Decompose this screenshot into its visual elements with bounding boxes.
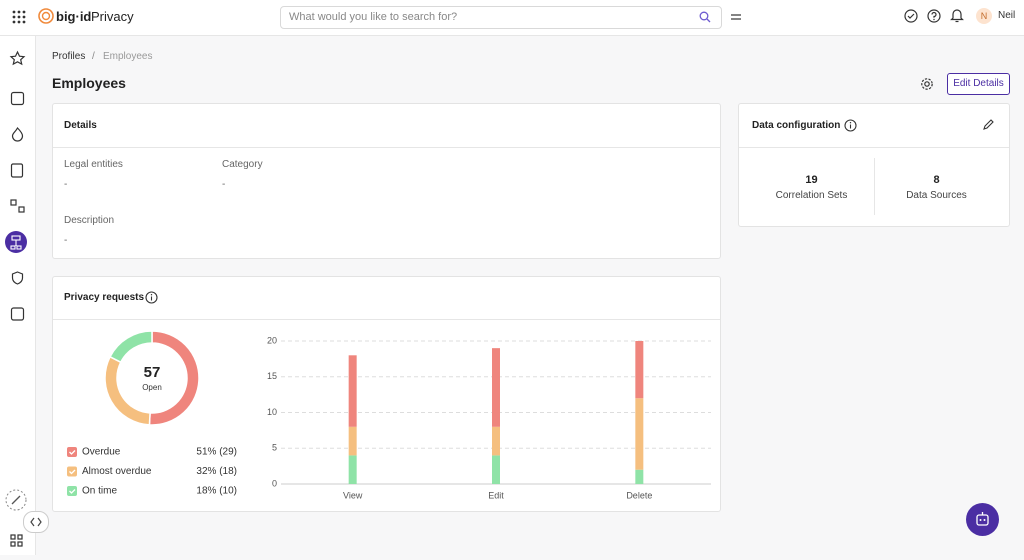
field-value: - [222, 179, 226, 190]
y-tick-label: 5 [272, 443, 277, 453]
config-label: Data Sources [906, 190, 967, 201]
user-initial: N [980, 11, 988, 21]
field-label: Legal entities [64, 159, 123, 170]
apps-icon[interactable] [12, 10, 26, 24]
bar-segment [348, 426, 357, 456]
card-header: Details [53, 104, 720, 148]
nav-reports[interactable] [10, 163, 24, 178]
page-title: Employees [52, 75, 126, 91]
bar-segment [348, 355, 357, 427]
user-name[interactable]: Neil [998, 10, 1016, 21]
legend-swatch [67, 486, 77, 496]
field-value: - [64, 235, 68, 246]
notifications-icon[interactable] [950, 8, 964, 23]
y-tick-label: 20 [267, 335, 277, 345]
field-label: Category [222, 159, 263, 170]
x-tick-label: View [343, 490, 363, 500]
nav-catalog[interactable] [10, 199, 17, 206]
legend-swatch [67, 447, 77, 457]
nav-privacy[interactable] [11, 271, 24, 285]
privacy-requests-card: Privacy requests Overdue 51% (29) Almost o… [52, 276, 721, 512]
info-icon[interactable] [145, 291, 158, 304]
config-value: 19 [805, 174, 818, 186]
app-name: Privacy [91, 9, 134, 24]
y-tick-label: 15 [267, 371, 277, 381]
edit-details-label: Edit Details [953, 78, 1004, 89]
search-box[interactable]: What would you like to search for? [280, 6, 722, 29]
bar-segment [635, 398, 644, 470]
nav-catalog-part [18, 206, 25, 213]
data-configuration-card: Data configuration 19 Correlation Sets 8… [738, 103, 1010, 227]
help-icon[interactable] [927, 9, 941, 23]
logo-icon [38, 8, 54, 24]
legend-check [69, 469, 76, 475]
assistant-button[interactable] [966, 503, 999, 536]
bar-segment [492, 455, 500, 484]
legend-swatch [67, 466, 77, 477]
card-header: Privacy requests [53, 277, 720, 320]
legend-check [69, 489, 76, 494]
legend-label: On time [82, 486, 117, 497]
search-placeholder: What would you like to search for? [289, 11, 458, 23]
bar-segment [348, 455, 357, 484]
nav-edit[interactable] [5, 489, 27, 511]
card-title: Data configuration [752, 120, 841, 131]
legend-value: 32% (18) [196, 466, 237, 477]
nav-apps[interactable] [10, 534, 23, 547]
legend-label: Almost overdue [82, 466, 152, 477]
card-title: Details [64, 120, 97, 131]
user-avatar[interactable]: N [976, 8, 992, 24]
bar-segment [635, 469, 644, 484]
search-icon[interactable] [699, 11, 711, 23]
bar-segment [492, 426, 500, 456]
collapse-toggle[interactable] [23, 511, 49, 533]
x-tick-label: Delete [626, 490, 652, 500]
divider [874, 158, 875, 215]
filter-icon[interactable] [730, 11, 742, 23]
legend-value: 51% (29) [196, 447, 237, 458]
edit-details-button[interactable]: Edit Details [947, 73, 1010, 95]
charts: Overdue 51% (29) Almost overdue 32% (18) On … [67, 330, 711, 500]
nav-tasks[interactable] [10, 307, 25, 321]
donut-center-value: 57 [144, 364, 161, 381]
config-label: Correlation Sets [775, 190, 848, 201]
nav-data[interactable] [11, 126, 24, 142]
legend-label: Overdue [82, 447, 121, 458]
collapse-icon [30, 517, 42, 527]
breadcrumb-current: Employees [103, 51, 153, 62]
breadcrumb-separator: / [92, 51, 95, 62]
assistant-icon [976, 512, 989, 526]
legend-check [69, 450, 76, 455]
card-header: Data configuration [739, 104, 1009, 148]
info-icon[interactable] [844, 119, 857, 132]
bar-segment [492, 348, 500, 427]
edit-icon[interactable] [982, 119, 994, 131]
sidebar [0, 36, 36, 555]
x-tick-label: Edit [488, 490, 504, 500]
card-title: Privacy requests [64, 292, 145, 303]
nav-dashboard[interactable] [10, 91, 25, 106]
y-tick-label: 0 [272, 478, 277, 488]
field-value: - [64, 179, 68, 190]
settings-icon[interactable] [920, 77, 934, 91]
nav-favorites[interactable] [9, 50, 26, 66]
tasks-icon[interactable] [904, 9, 918, 23]
details-card: Details Legal entities - Category - Desc… [52, 103, 721, 259]
logo: big·id [56, 9, 92, 24]
y-tick-label: 10 [267, 407, 277, 417]
bar-segment [635, 341, 644, 399]
top-bar: big·id Privacy What would you like to se… [0, 0, 1024, 36]
donut-center-label: Open [142, 383, 162, 392]
config-value: 8 [933, 174, 940, 186]
field-label: Description [64, 215, 115, 226]
donut-segment [109, 330, 153, 364]
legend-value: 18% (10) [196, 486, 237, 497]
sidebar-icons [5, 50, 27, 547]
breadcrumb-link[interactable]: Profiles [52, 51, 86, 62]
